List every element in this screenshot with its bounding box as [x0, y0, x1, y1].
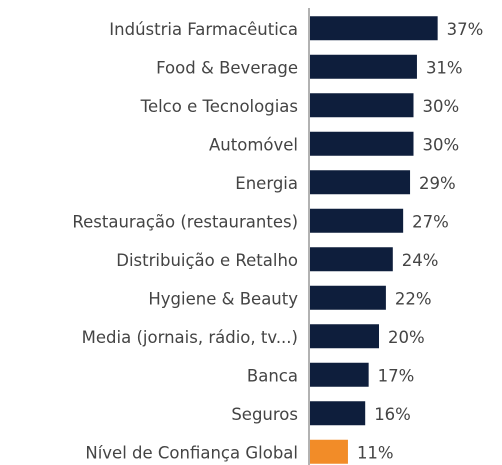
- bar: [310, 170, 411, 195]
- category-label: Media (jornais, rádio, tv...): [82, 328, 298, 347]
- category-label: Banca: [247, 366, 298, 385]
- value-label: 11%: [357, 443, 394, 462]
- value-label: 27%: [412, 212, 449, 231]
- value-label: 24%: [402, 251, 439, 270]
- value-label: 29%: [419, 174, 456, 193]
- category-label: Food & Beverage: [156, 58, 298, 77]
- bar: [310, 439, 348, 464]
- category-label: Energia: [235, 174, 298, 193]
- value-label: 22%: [395, 289, 432, 308]
- value-label: 20%: [388, 328, 425, 347]
- bar: [310, 131, 414, 156]
- bar: [310, 324, 379, 349]
- category-label: Telco e Tecnologias: [140, 97, 298, 116]
- bar: [310, 362, 369, 387]
- value-label: 31%: [426, 58, 463, 77]
- bar: [310, 16, 438, 41]
- value-label: 30%: [423, 135, 460, 154]
- category-label: Hygiene & Beauty: [148, 289, 298, 308]
- bar: [310, 208, 404, 233]
- value-label: 16%: [374, 405, 411, 424]
- bar: [310, 247, 393, 272]
- value-label: 17%: [378, 366, 415, 385]
- bar: [310, 285, 386, 310]
- bar: [310, 54, 417, 79]
- category-label: Indústria Farmacêutica: [109, 20, 298, 39]
- category-label: Seguros: [231, 405, 298, 424]
- category-label: Distribuição e Retalho: [116, 251, 298, 270]
- value-label: 30%: [423, 97, 460, 116]
- category-label: Automóvel: [209, 135, 298, 154]
- category-label: Restauração (restaurantes): [72, 212, 298, 231]
- bar: [310, 401, 366, 426]
- value-label: 37%: [447, 20, 484, 39]
- bar: [310, 93, 414, 118]
- category-label: Nível de Confiança Global: [85, 443, 298, 462]
